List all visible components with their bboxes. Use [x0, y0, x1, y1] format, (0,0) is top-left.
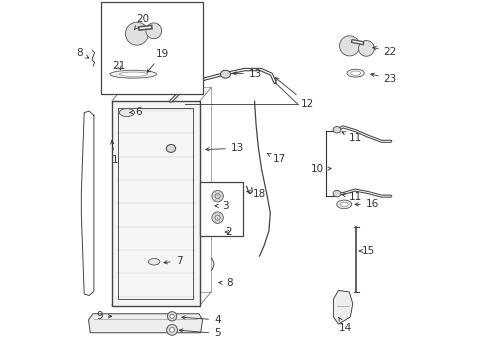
Ellipse shape	[336, 200, 351, 209]
Circle shape	[211, 212, 223, 224]
Bar	[199, 182, 242, 235]
Text: 20: 20	[134, 14, 149, 30]
Circle shape	[339, 36, 359, 56]
Text: 2: 2	[224, 227, 231, 237]
Text: 3: 3	[215, 201, 228, 211]
Ellipse shape	[340, 202, 347, 207]
Circle shape	[170, 314, 174, 318]
Text: 9: 9	[96, 311, 111, 321]
Text: 13: 13	[233, 69, 262, 79]
Text: 14: 14	[338, 318, 351, 333]
Circle shape	[215, 215, 220, 220]
Text: 15: 15	[359, 246, 375, 256]
Circle shape	[211, 190, 223, 202]
Text: 6: 6	[129, 107, 142, 117]
Bar	[118, 108, 193, 299]
Text: 8: 8	[218, 278, 232, 288]
Text: 22: 22	[372, 46, 396, 57]
Text: 13: 13	[205, 143, 244, 153]
Text: 18: 18	[246, 189, 265, 199]
Circle shape	[145, 23, 162, 39]
Circle shape	[167, 312, 176, 321]
Polygon shape	[333, 291, 352, 324]
Ellipse shape	[119, 72, 147, 76]
Circle shape	[358, 41, 373, 56]
Text: 10: 10	[310, 163, 330, 174]
Text: 16: 16	[354, 199, 378, 210]
Text: 4: 4	[182, 315, 220, 325]
Polygon shape	[88, 314, 202, 333]
Text: 7: 7	[163, 256, 182, 266]
Text: 1: 1	[110, 141, 118, 165]
Ellipse shape	[350, 71, 360, 75]
Ellipse shape	[346, 69, 364, 77]
Text: 19: 19	[147, 49, 168, 72]
Bar	[112, 101, 199, 306]
Text: 8: 8	[76, 48, 89, 58]
Text: 11: 11	[341, 132, 362, 143]
Ellipse shape	[119, 109, 134, 117]
Text: 11: 11	[342, 192, 362, 202]
Ellipse shape	[148, 258, 160, 265]
Ellipse shape	[332, 127, 340, 133]
Circle shape	[125, 22, 148, 45]
Ellipse shape	[110, 70, 156, 78]
Text: 5: 5	[179, 328, 220, 338]
Text: 12: 12	[275, 78, 314, 109]
Circle shape	[169, 328, 174, 332]
Text: 23: 23	[370, 73, 396, 84]
Ellipse shape	[220, 70, 230, 78]
Ellipse shape	[332, 190, 340, 197]
Circle shape	[215, 194, 220, 199]
Text: 17: 17	[266, 153, 285, 164]
Text: 21: 21	[112, 61, 125, 71]
Bar	[101, 3, 203, 94]
Circle shape	[166, 324, 177, 335]
Ellipse shape	[166, 144, 175, 152]
